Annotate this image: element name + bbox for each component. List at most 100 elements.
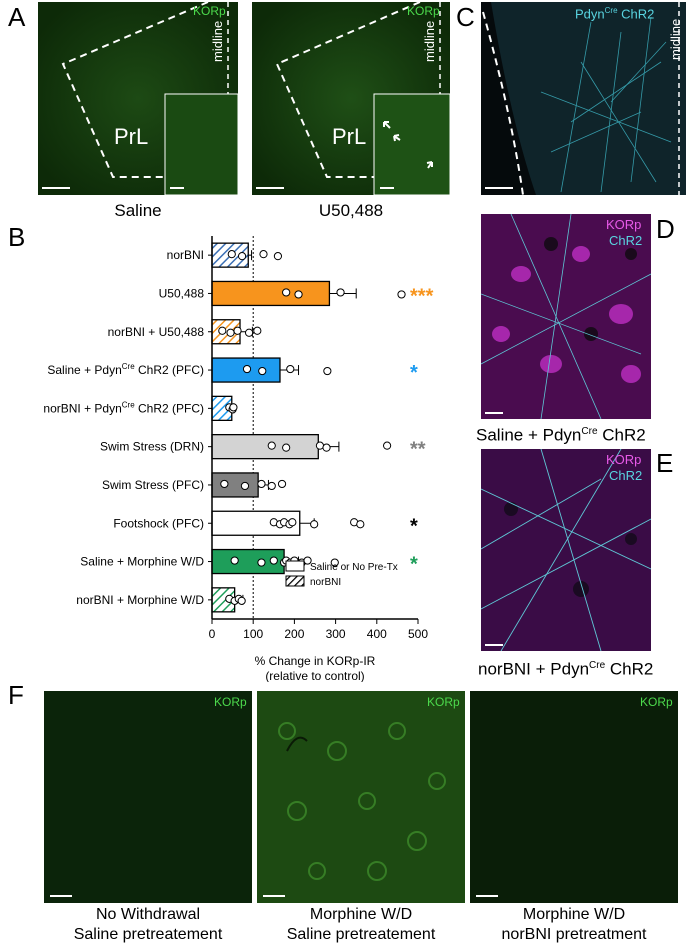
significance-marker: *** bbox=[410, 285, 434, 307]
caption-f3-line1: Morphine W/D bbox=[522, 906, 626, 923]
significance-marker: * bbox=[410, 515, 418, 537]
data-point bbox=[336, 288, 345, 297]
panel-letter-f: F bbox=[8, 680, 24, 710]
data-point bbox=[330, 558, 339, 567]
data-point bbox=[322, 443, 331, 452]
scale-bar bbox=[485, 412, 503, 414]
caption-norbni-pdyn: norBNI + PdynCre ChR2 bbox=[478, 659, 654, 679]
data-point bbox=[286, 364, 295, 374]
category-label: U50,488 bbox=[159, 286, 205, 300]
chr2-label-e: ChR2 bbox=[609, 468, 643, 483]
data-point bbox=[240, 481, 250, 491]
korp-label-f1: KORp bbox=[214, 695, 247, 709]
data-point bbox=[273, 252, 283, 261]
data-point bbox=[257, 558, 266, 567]
caption-f2-line2: Saline pretreatement bbox=[286, 926, 436, 943]
pdyn-chr2-label-c: PdynCre ChR2 bbox=[575, 6, 655, 22]
micrograph-morphine-wd-saline: KORp bbox=[257, 691, 465, 903]
data-point bbox=[310, 520, 319, 529]
prl-label-a1: PrL bbox=[114, 124, 149, 149]
data-point bbox=[282, 443, 291, 452]
data-point bbox=[237, 596, 246, 605]
panel-letter-a: A bbox=[8, 2, 26, 32]
caption-u50488: U50,488 bbox=[318, 201, 384, 220]
category-label: Footshock (PFC) bbox=[113, 516, 204, 530]
bar bbox=[211, 280, 331, 307]
data-point bbox=[323, 366, 332, 376]
data-point bbox=[226, 328, 235, 337]
category-label: Swim Stress (DRN) bbox=[100, 440, 204, 454]
data-point bbox=[294, 290, 303, 299]
midline-label-c: midline bbox=[668, 18, 683, 60]
data-point bbox=[383, 441, 392, 450]
significance-marker: * bbox=[410, 554, 418, 576]
data-point bbox=[269, 556, 278, 565]
caption-saline: Saline bbox=[114, 201, 162, 220]
data-point bbox=[233, 326, 242, 335]
panel-letter-b: B bbox=[8, 222, 26, 252]
micrograph-u50488: KORp midline PrL bbox=[252, 2, 450, 195]
midline-label-a1: midline bbox=[210, 20, 225, 62]
data-point bbox=[229, 403, 238, 412]
category-label: Swim Stress (PFC) bbox=[102, 478, 204, 492]
micrograph-pdyn-chr2: PdynCre ChR2 midline bbox=[481, 2, 686, 195]
data-point bbox=[257, 479, 266, 489]
legend-label: Saline or No Pre-Tx bbox=[310, 562, 398, 573]
scale-bar bbox=[42, 187, 70, 189]
data-point bbox=[356, 520, 365, 529]
caption-f1-line2: Saline pretreatement bbox=[73, 926, 223, 943]
caption-f3-line2: norBNI pretreatment bbox=[501, 926, 647, 943]
data-point bbox=[258, 366, 267, 376]
bar bbox=[211, 548, 285, 575]
micrograph-morphine-wd-norbni: KORp bbox=[470, 691, 678, 903]
x-tick-label: 200 bbox=[284, 627, 304, 641]
bar bbox=[211, 472, 259, 498]
chr2-label-d: ChR2 bbox=[609, 233, 643, 248]
micrograph-saline: KORp midline PrL bbox=[38, 2, 238, 195]
significance-marker: ** bbox=[410, 439, 426, 461]
caption-f2-line1: Morphine W/D bbox=[309, 906, 413, 923]
legend-label: norBNI bbox=[310, 577, 341, 588]
panel-letter-d: D bbox=[656, 214, 675, 244]
data-point bbox=[244, 328, 254, 337]
x-tick-label: 300 bbox=[326, 627, 346, 641]
legend-swatch bbox=[285, 575, 305, 587]
prl-label-a2: PrL bbox=[332, 124, 367, 149]
scale-bar bbox=[50, 895, 72, 897]
panel-letter-e: E bbox=[656, 448, 674, 478]
scale-bar bbox=[256, 187, 284, 189]
data-point bbox=[288, 518, 297, 527]
data-point bbox=[397, 290, 406, 299]
micrograph-no-withdrawal: KORp bbox=[44, 691, 252, 903]
caption-f2: Morphine W/D Saline pretreatement bbox=[257, 905, 465, 945]
micrograph-norbni-pdyn: KORp ChR2 bbox=[481, 449, 651, 651]
scale-bar bbox=[263, 895, 285, 897]
caption-f3: Morphine W/D norBNI pretreatment bbox=[470, 905, 678, 945]
midline-label-a2: midline bbox=[422, 20, 437, 62]
x-tick-label: 500 bbox=[408, 627, 428, 641]
x-tick-label: 400 bbox=[367, 627, 387, 641]
data-point bbox=[227, 250, 236, 259]
category-label: norBNI + Morphine W/D bbox=[76, 593, 204, 607]
data-point bbox=[220, 479, 229, 489]
category-label: norBNI + PdynCre ChR2 (PFC) bbox=[43, 400, 204, 415]
data-point bbox=[230, 556, 239, 565]
scale-bar-inset bbox=[380, 187, 394, 189]
data-point bbox=[237, 252, 247, 261]
data-point bbox=[259, 250, 268, 259]
category-label: norBNI + U50,488 bbox=[108, 325, 205, 339]
korp-label-a1: KORp bbox=[193, 4, 226, 18]
data-point bbox=[253, 326, 262, 335]
data-point bbox=[242, 364, 252, 374]
data-point bbox=[315, 441, 325, 450]
scale-bar bbox=[485, 187, 513, 189]
data-point bbox=[277, 479, 287, 489]
korp-label-f3: KORp bbox=[640, 695, 673, 709]
caption-f1: No Withdrawal Saline pretreatement bbox=[44, 905, 252, 945]
korp-label-e: KORp bbox=[606, 452, 642, 467]
x-tick-label: 0 bbox=[209, 627, 216, 641]
significance-marker: * bbox=[410, 362, 418, 384]
panel-letter-c: C bbox=[456, 2, 475, 32]
category-label: Saline + Morphine W/D bbox=[80, 555, 204, 569]
bar bbox=[211, 433, 319, 460]
